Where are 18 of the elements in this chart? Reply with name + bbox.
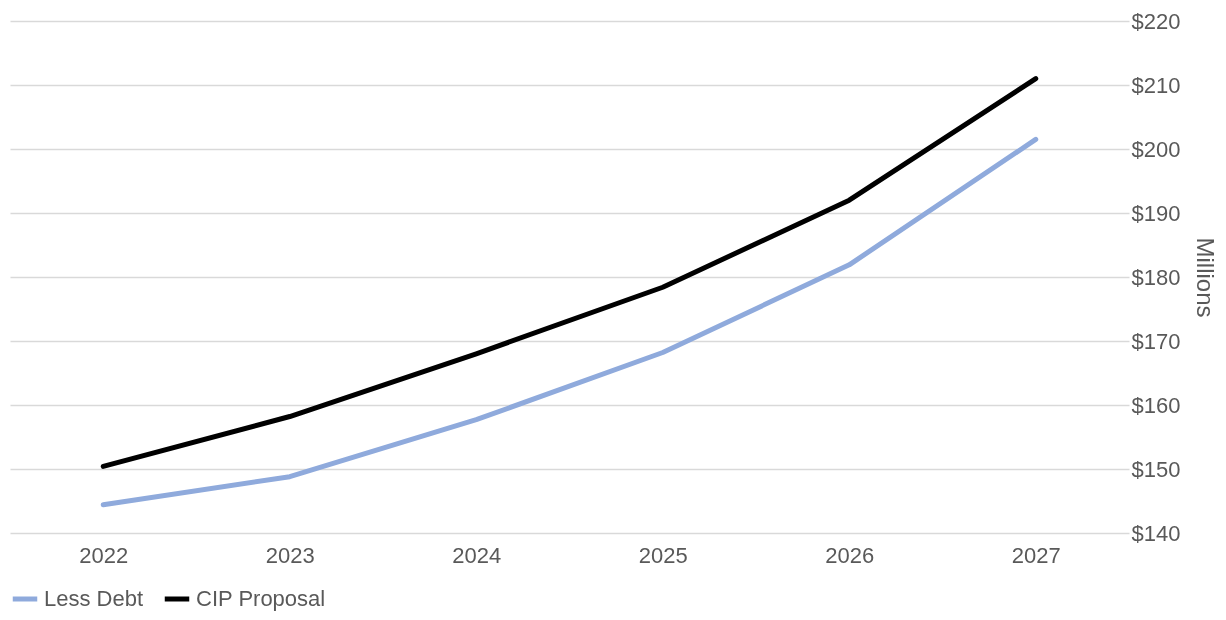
y-tick-label: $170	[1131, 328, 1181, 354]
x-tick-label: 2026	[825, 542, 875, 568]
y-tick-label: $200	[1131, 136, 1181, 162]
y-tick-label: $150	[1131, 456, 1181, 482]
y-tick-label: $190	[1131, 200, 1181, 226]
y-tick-label: $210	[1131, 72, 1181, 98]
x-tick-label: 2027	[1011, 542, 1061, 568]
y-tick-label: $220	[1131, 8, 1181, 34]
x-tick-label: 2025	[638, 542, 688, 568]
x-tick-label: 2022	[79, 542, 129, 568]
legend-label: CIP Proposal	[196, 586, 326, 611]
y-tick-label: $180	[1131, 264, 1181, 290]
x-tick-label: 2024	[452, 542, 502, 568]
x-tick-label: 2023	[265, 542, 315, 568]
legend-label: Less Debt	[44, 586, 144, 611]
y-tick-label: $140	[1131, 520, 1181, 546]
y-axis-title: Millions	[1192, 237, 1220, 318]
y-tick-label: $160	[1131, 392, 1181, 418]
